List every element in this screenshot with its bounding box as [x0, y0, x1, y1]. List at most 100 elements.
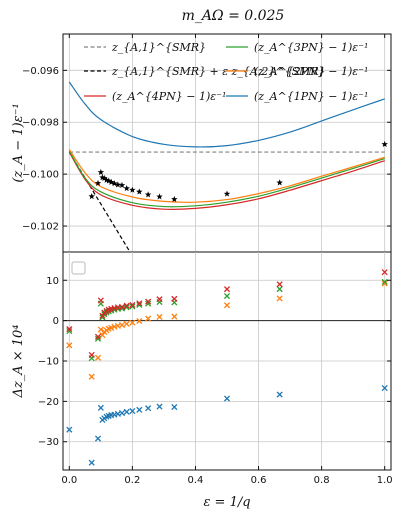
scatter-marker-4PN — [94, 333, 102, 340]
scatter-marker-2PN — [129, 319, 136, 326]
top-y-ticks: −0.102 −0.100 −0.098 −0.096 — [22, 66, 391, 233]
scatter-marker-2PN — [88, 373, 95, 380]
scatter-marker-3PN — [381, 278, 388, 285]
data-star — [276, 179, 283, 186]
scatter-marker-2PN — [276, 295, 283, 302]
top-y-axis-label: (z_A − 1)ε⁻¹ — [11, 103, 26, 182]
scatter-marker-2PN — [381, 280, 388, 287]
scatter-marker-4PN — [123, 302, 130, 309]
scatter-marker-3PN — [276, 286, 283, 293]
scatter-marker-3PN — [136, 301, 143, 308]
top-series — [68, 81, 385, 252]
data-star — [114, 181, 122, 188]
scatter-marker-2PN — [118, 322, 126, 329]
x-axis-label: ε = 1/q — [203, 495, 250, 510]
scatter-marker-1PN — [171, 403, 178, 411]
scatter-marker-1PN — [145, 405, 152, 412]
scatter-marker-2PN — [145, 315, 152, 322]
data-star — [97, 168, 105, 176]
scatter-marker-2PN — [156, 313, 163, 321]
bottom-y-tick-label: 0 — [53, 316, 59, 327]
scatter-marker-2PN — [66, 342, 73, 349]
scatter-marker-4PN — [88, 351, 95, 359]
bottom-panel: −30 −20 −10 0 10 0.0 0.2 0.4 0.6 0.8 1.0 Δz_A × 1… — [11, 34, 393, 510]
chart-title: m_AΩ = 0.025 — [182, 8, 285, 24]
data-star — [136, 188, 143, 195]
data-star — [103, 176, 110, 183]
scatter-marker-1PN — [88, 459, 95, 466]
scatter-marker-2PN — [123, 320, 130, 327]
x-tick-label: 0.8 — [314, 475, 330, 486]
x-tick-label: 0.0 — [61, 475, 77, 486]
bottom-x-ticks: 0.0 0.2 0.4 0.6 0.8 1.0 — [61, 34, 393, 486]
data-star — [111, 180, 118, 187]
scatter-marker-4PN — [171, 295, 178, 302]
top-y-tick-label: −0.096 — [22, 66, 59, 77]
scatter-marker-4PN — [145, 298, 152, 305]
scatter-marker-3PN — [223, 292, 231, 300]
legend-label: (z_A^{2PN} − 1)ε⁻¹ — [254, 65, 368, 78]
series-line-4 — [68, 149, 385, 203]
legend-empty-box — [71, 261, 86, 275]
data-star — [129, 186, 136, 193]
scatter-marker-3PN — [94, 335, 102, 342]
scatter-marker-2PN — [94, 354, 102, 361]
scatter-marker-1PN — [97, 404, 104, 411]
x-tick-label: 0.2 — [124, 475, 140, 486]
scatter-marker-4PN — [129, 301, 136, 308]
bottom-y-tick-label: 10 — [46, 276, 59, 287]
scatter-marker-2PN — [97, 326, 104, 333]
series-line-3 — [68, 150, 385, 208]
top-y-tick-label: −0.098 — [22, 118, 59, 129]
scatter-marker-2PN — [136, 317, 143, 325]
scatter-marker-4PN — [223, 286, 231, 293]
scatter-marker-4PN — [97, 297, 104, 304]
legend-label: (z_A^{4PN} − 1)ε⁻¹ — [112, 90, 226, 103]
scatter-marker-3PN — [118, 305, 126, 312]
bottom-y-ticks: −30 −20 −10 0 10 — [38, 276, 391, 448]
data-star — [123, 185, 130, 192]
scatter-marker-1PN — [276, 391, 283, 398]
scatter-marker-1PN — [66, 426, 73, 433]
top-y-tick-label: −0.102 — [22, 222, 59, 233]
scatter-marker-4PN — [156, 296, 163, 303]
bottom-grid — [63, 252, 391, 470]
series-line-5 — [68, 81, 385, 148]
x-tick-label: 0.6 — [251, 475, 267, 486]
data-star — [381, 140, 388, 148]
scatter-marker-4PN — [276, 281, 283, 288]
bottom-y-axis-label: Δz_A × 10⁴ — [11, 324, 26, 398]
scatter-marker-4PN — [136, 300, 143, 307]
data-star — [118, 181, 126, 189]
legend: z_{A,1}^{SMR} z_{A,1}^{SMR} + ε z_{A,2}^{… — [84, 41, 368, 103]
scatter-marker-1PN — [381, 384, 388, 392]
data-star — [88, 193, 95, 200]
bottom-y-tick-label: −30 — [38, 437, 59, 448]
scatter-marker-1PN — [94, 435, 102, 442]
series-line-2 — [68, 151, 385, 210]
legend-label: z_{A,1}^{SMR} + ε z_{A,2}^{SMR} — [111, 65, 326, 78]
scatter-marker-1PN — [129, 407, 136, 415]
scatter-marker-4PN — [118, 303, 126, 310]
top-data-points — [88, 140, 388, 203]
bottom-y-tick-label: −20 — [38, 397, 59, 408]
scatter-marker-4PN — [99, 312, 106, 319]
x-tick-label: 1.0 — [377, 475, 393, 486]
x-tick-label: 0.4 — [188, 475, 204, 486]
top-panel: −0.102 −0.100 −0.098 −0.096 (z_A − 1)ε⁻¹ z_… — [11, 33, 392, 253]
data-star — [105, 177, 112, 184]
data-star — [101, 174, 108, 182]
scatter-marker-3PN — [66, 328, 73, 335]
legend-label: (z_A^{3PN} − 1)ε⁻¹ — [254, 41, 368, 54]
bottom-y-tick-label: −10 — [38, 357, 59, 368]
data-star — [223, 190, 231, 197]
scatter-marker-1PN — [223, 395, 231, 402]
scatter-marker-3PN — [99, 314, 106, 321]
scatter-marker-4PN — [66, 326, 73, 333]
scatter-marker-1PN — [118, 410, 126, 417]
data-star — [108, 178, 115, 185]
top-y-tick-label: −0.100 — [22, 170, 59, 181]
scatter-marker-1PN — [156, 403, 163, 410]
data-star — [94, 179, 102, 186]
